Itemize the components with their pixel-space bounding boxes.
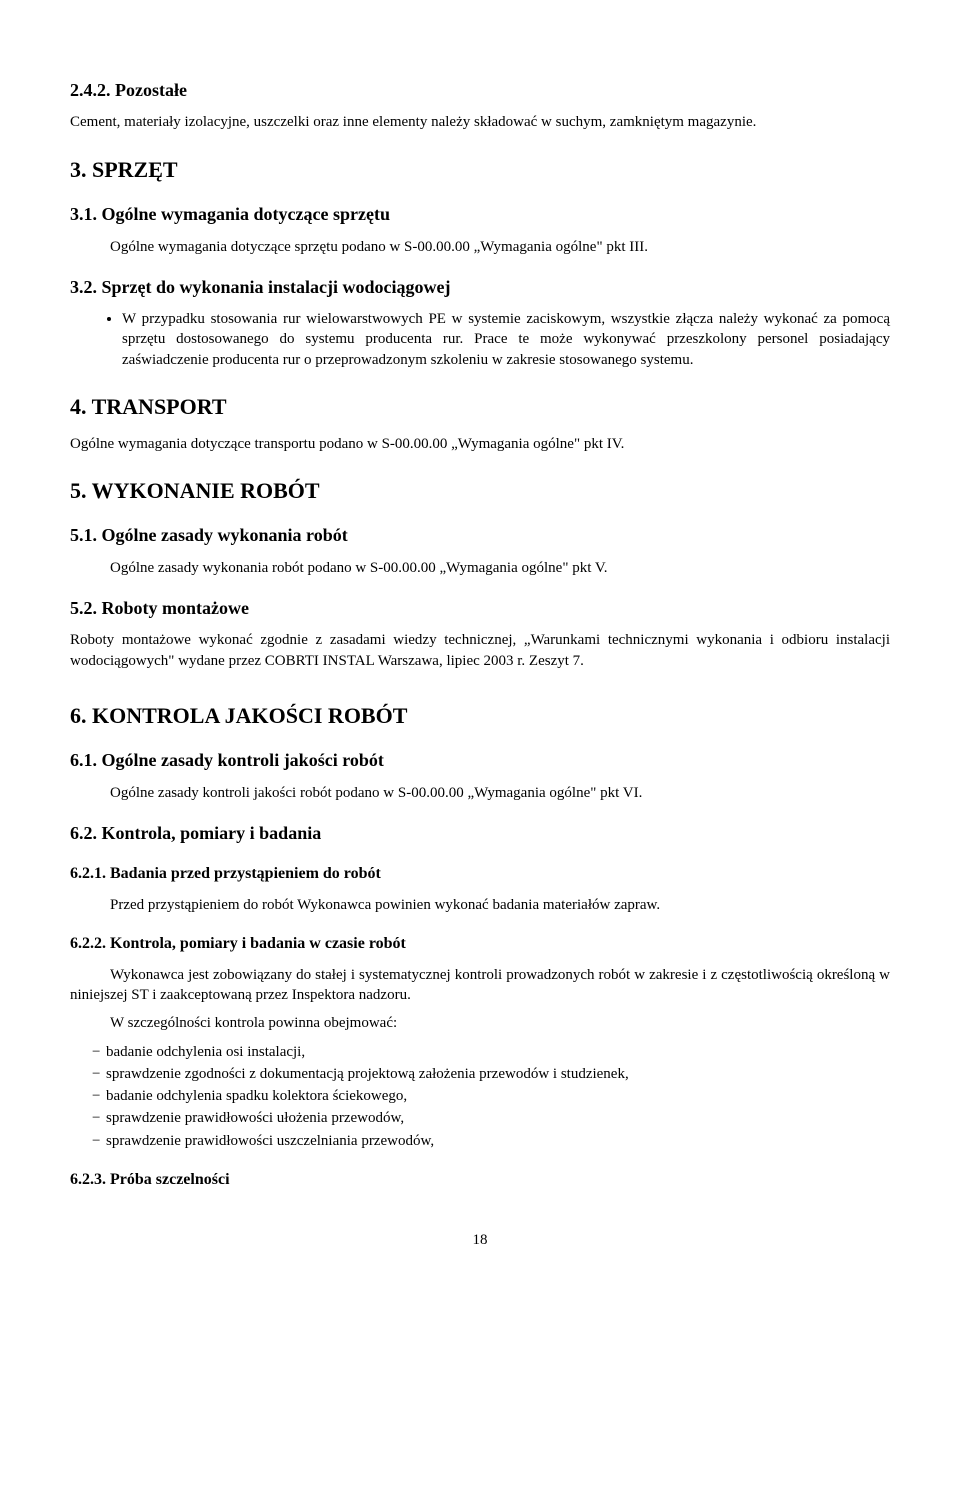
heading-5-1: 5.1. Ogólne zasady wykonania robót <box>70 523 890 547</box>
para-6-2-1: Przed przystąpieniem do robót Wykonawca … <box>70 895 890 915</box>
heading-6-2-3: 6.2.3. Próba szczelności <box>70 1169 890 1191</box>
dash-item: badanie odchylenia spadku kolektora ście… <box>92 1086 890 1106</box>
heading-6-2-1: 6.2.1. Badania przed przystąpieniem do r… <box>70 863 890 885</box>
para-2-4-2: Cement, materiały izolacyjne, uszczelki … <box>70 112 890 132</box>
para-4: Ogólne wymagania dotyczące transportu po… <box>70 434 890 454</box>
para-6-1: Ogólne zasady kontroli jakości robót pod… <box>70 783 890 803</box>
para-6-2-2-a: Wykonawca jest zobowiązany do stałej i s… <box>70 965 890 1006</box>
dash-item: sprawdzenie prawidłowości uszczelniania … <box>92 1131 890 1151</box>
heading-6-1: 6.1. Ogólne zasady kontroli jakości robó… <box>70 748 890 772</box>
bullet-list-3-2: W przypadku stosowania rur wielowarstwow… <box>70 309 890 370</box>
heading-5-2: 5.2. Roboty montażowe <box>70 596 890 620</box>
dash-list-6-2-2: badanie odchylenia osi instalacji, spraw… <box>70 1042 890 1151</box>
heading-4: 4. TRANSPORT <box>70 392 890 422</box>
page-number: 18 <box>70 1230 890 1250</box>
bullet-item: W przypadku stosowania rur wielowarstwow… <box>122 309 890 370</box>
heading-2-4-2: 2.4.2. Pozostałe <box>70 78 890 102</box>
heading-5: 5. WYKONANIE ROBÓT <box>70 476 890 506</box>
dash-item: badanie odchylenia osi instalacji, <box>92 1042 890 1062</box>
heading-6-2-2: 6.2.2. Kontrola, pomiary i badania w cza… <box>70 933 890 955</box>
para-5-1: Ogólne zasady wykonania robót podano w S… <box>70 558 890 578</box>
para-5-2: Roboty montażowe wykonać zgodnie z zasad… <box>70 630 890 671</box>
para-3-1: Ogólne wymagania dotyczące sprzętu podan… <box>70 237 890 257</box>
para-6-2-2-b: W szczególności kontrola powinna obejmow… <box>70 1013 890 1033</box>
heading-6-2: 6.2. Kontrola, pomiary i badania <box>70 821 890 845</box>
dash-item: sprawdzenie zgodności z dokumentacją pro… <box>92 1064 890 1084</box>
heading-6: 6. KONTROLA JAKOŚCI ROBÓT <box>70 701 890 731</box>
heading-3-2: 3.2. Sprzęt do wykonania instalacji wodo… <box>70 275 890 299</box>
heading-3: 3. SPRZĘT <box>70 155 890 185</box>
dash-item: sprawdzenie prawidłowości ułożenia przew… <box>92 1108 890 1128</box>
heading-3-1: 3.1. Ogólne wymagania dotyczące sprzętu <box>70 202 890 226</box>
